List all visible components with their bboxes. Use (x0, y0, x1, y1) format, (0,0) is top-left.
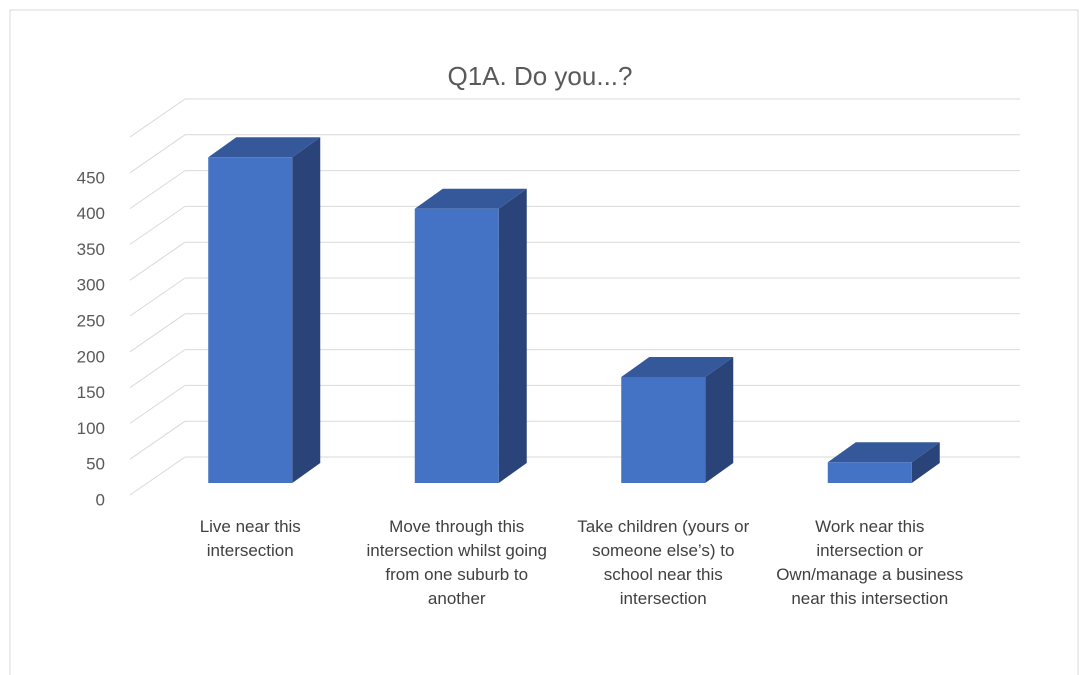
grid-line (129, 349, 186, 389)
chart-border (9, 9, 1079, 675)
bar-top (621, 357, 734, 378)
y-tick-label: 400 (77, 204, 105, 223)
grid-line (129, 241, 186, 281)
bar (208, 137, 321, 483)
bar-side (911, 442, 940, 483)
x-tick-label: Move through this intersection whilst go… (366, 517, 547, 608)
bar-front (208, 157, 293, 483)
bar-side (498, 188, 527, 483)
bar-top (208, 137, 321, 158)
y-tick-label: 450 (77, 168, 105, 187)
grid-line (129, 456, 186, 496)
x-tick-label: Work near this intersection or Own/manag… (776, 517, 964, 608)
y-tick-label: 150 (77, 383, 105, 402)
bar-front (414, 208, 499, 483)
y-tick-label: 250 (77, 311, 105, 330)
x-tick-label: Live near this intersection (199, 517, 301, 560)
y-tick-label: 300 (77, 276, 105, 295)
y-tick-label: 350 (77, 240, 105, 259)
bar (827, 442, 940, 483)
grid-line (129, 205, 186, 245)
bar-front (621, 377, 706, 483)
y-tick-label: 0 (96, 490, 105, 509)
bar-top (414, 188, 527, 209)
x-tick-label: Take children (yours or someone else’s) … (577, 517, 750, 608)
grid-line (129, 98, 186, 138)
bar (621, 357, 734, 483)
grid-line (129, 420, 186, 460)
bar-side (292, 137, 321, 483)
grid-line (129, 277, 186, 317)
bar (414, 188, 527, 483)
bar-front (827, 462, 912, 483)
grid-line (129, 170, 186, 210)
grid-line (129, 384, 186, 424)
y-tick-label: 50 (86, 455, 105, 474)
bar-top (827, 442, 940, 463)
grid-line (129, 134, 186, 174)
chart-title: Q1A. Do you...? (448, 61, 633, 91)
y-tick-label: 100 (77, 419, 105, 438)
grid-line (129, 313, 186, 353)
y-tick-label: 200 (77, 347, 105, 366)
bar-side (705, 357, 734, 483)
